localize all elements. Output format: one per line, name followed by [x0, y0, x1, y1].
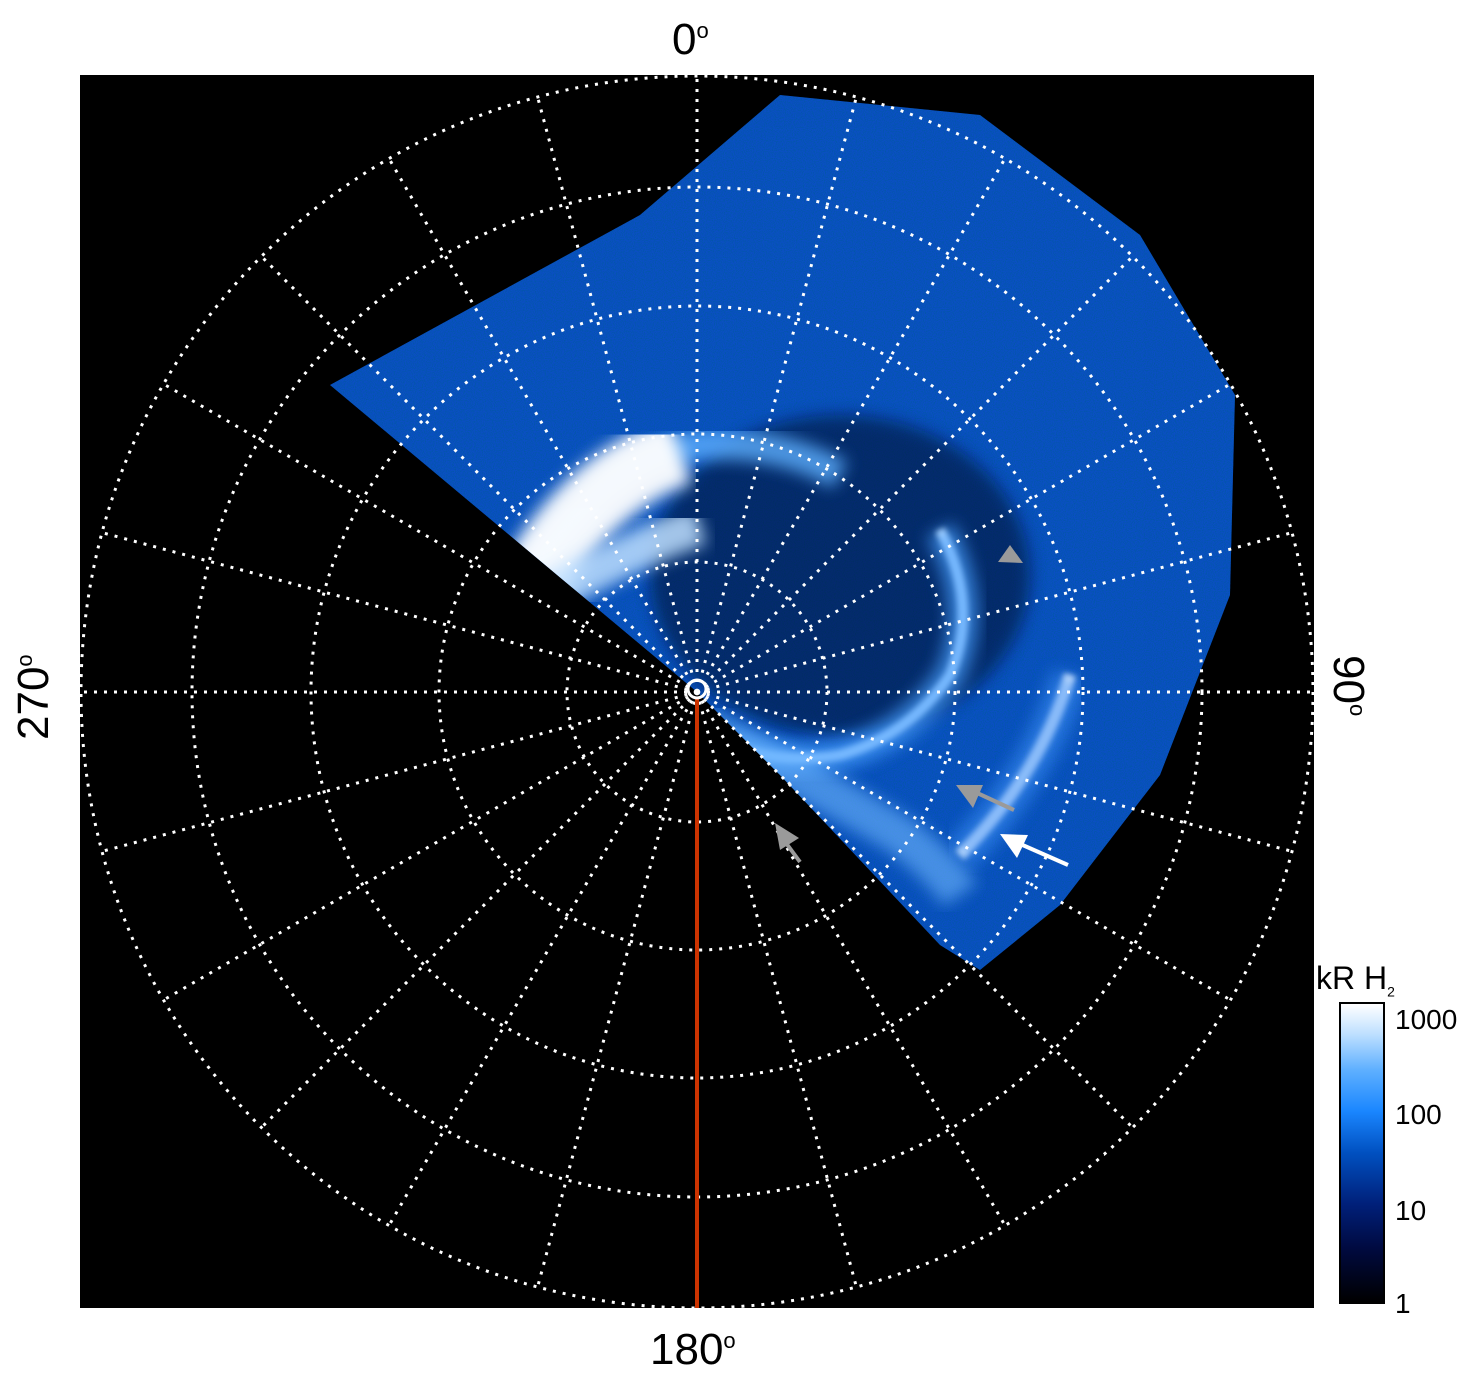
label-180-deg: 180o — [650, 1325, 736, 1374]
colorbar — [1339, 1002, 1385, 1304]
label-0-deg: 0o — [672, 15, 709, 64]
arrow-gray-middle — [956, 785, 1015, 812]
auroral-polar-projection — [80, 75, 1314, 1308]
colorbar-tick-1: 1 — [1395, 1288, 1411, 1319]
arrow-gray-upper — [998, 545, 1023, 563]
label-270-deg: 270o — [9, 654, 58, 740]
arrow-gray-left — [775, 823, 802, 864]
pole-marker — [686, 678, 708, 700]
colorbar-title: kR H2 — [1316, 960, 1395, 1000]
longitude-grid — [81, 76, 1313, 1288]
colorbar-tick-100: 100 — [1395, 1099, 1442, 1130]
label-90-deg: 90o — [1324, 655, 1373, 717]
polar-image-svg — [80, 75, 1314, 1308]
colorbar-tick-10: 10 — [1395, 1195, 1427, 1226]
colorbar-tick-1000: 1000 — [1395, 1004, 1458, 1035]
arrow-white-lower — [1000, 834, 1069, 867]
